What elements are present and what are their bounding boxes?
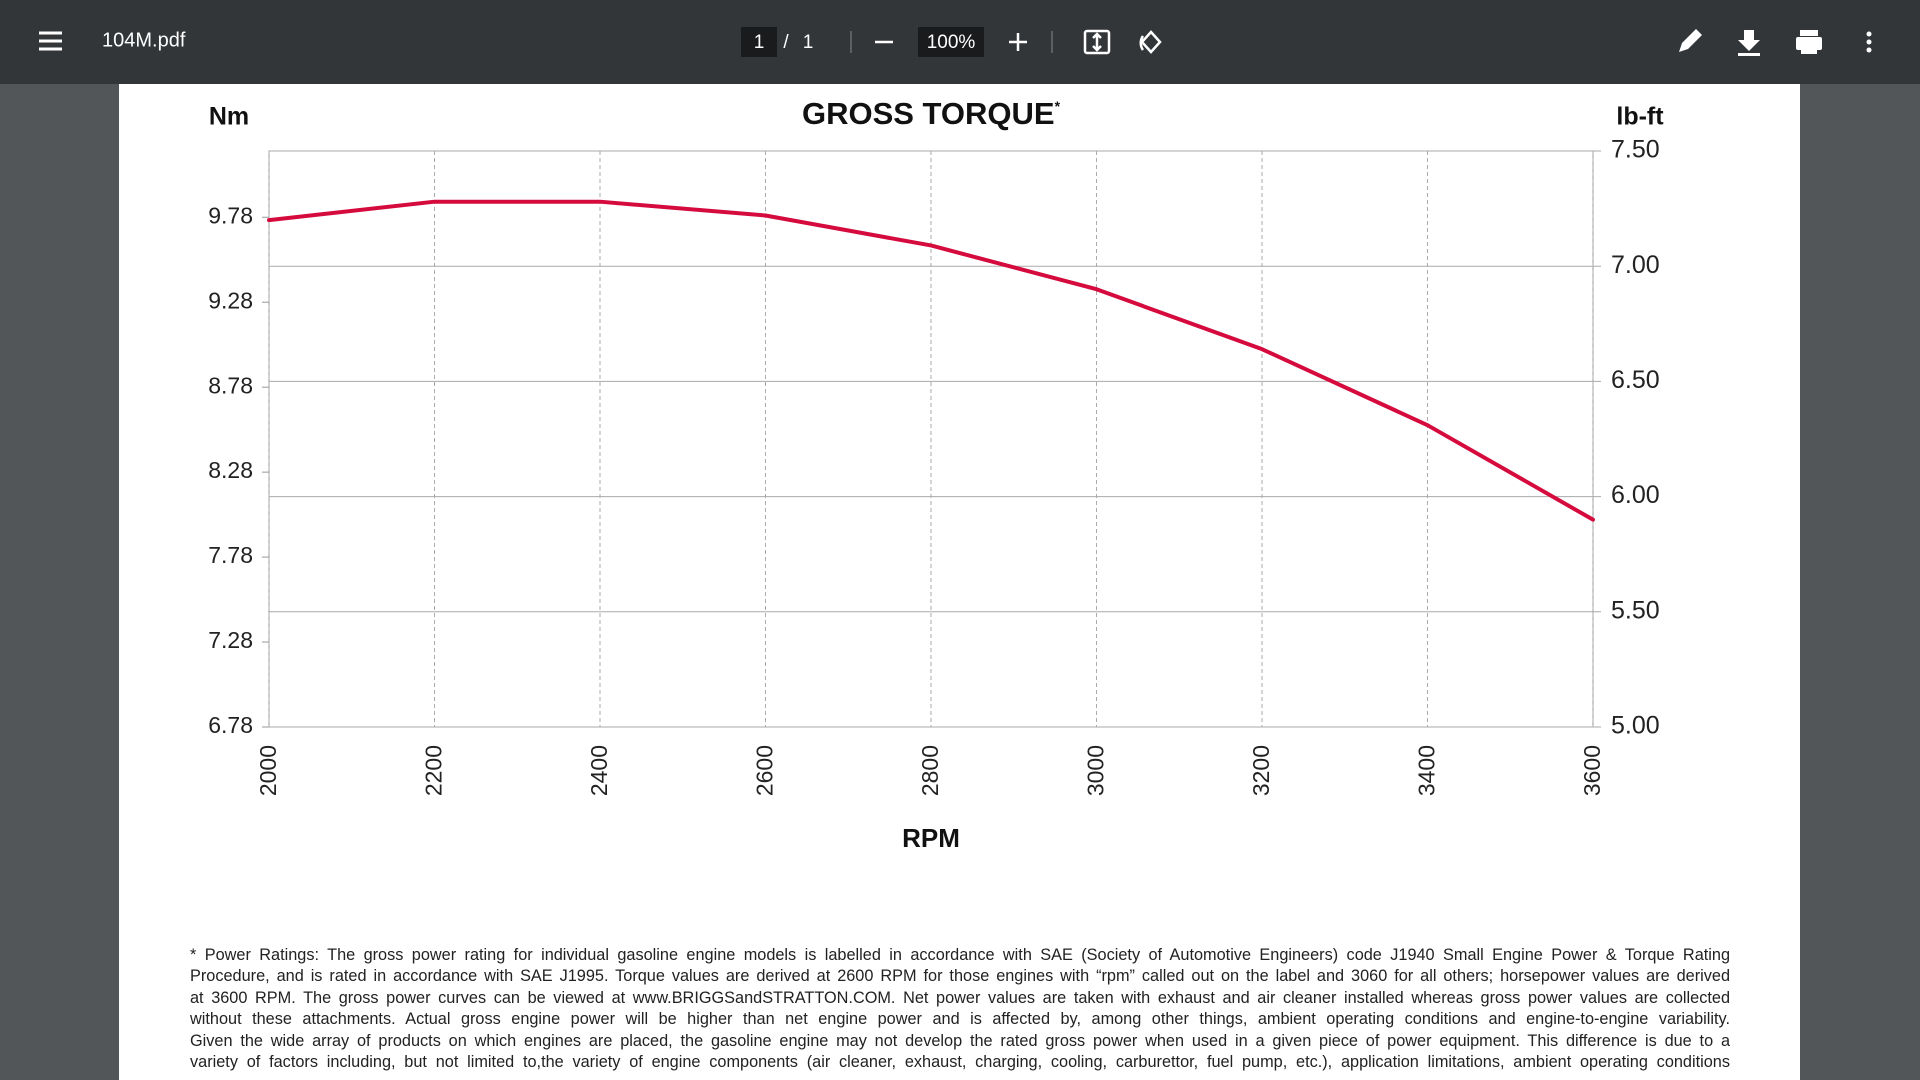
zoom-in[interactable] [1009,33,1027,51]
footnote-line: Procedure, and is rated in accordance wi… [190,967,1730,986]
y-axis-title: Nm [209,103,249,131]
page-separator: / [783,32,789,53]
x-tick-label: 2600 [752,745,778,796]
fit-page-button[interactable] [1083,29,1111,55]
y2-tick-label: 6.50 [1611,366,1660,394]
y-tick-label: 7.78 [208,542,253,568]
y2-tick-label: 6.00 [1611,481,1660,509]
menu-button[interactable] [39,31,62,51]
title-mark: * [1055,98,1061,114]
x-tick-label: 3400 [1414,745,1440,796]
y-tick-label: 6.78 [208,712,253,738]
x-tick-label: 2000 [255,745,281,796]
footnote-line: Given the wide array of products on whic… [190,1031,1730,1050]
file-name: 104M.pdf [102,29,186,51]
footnote-line: variety of factors including, but not li… [190,1053,1730,1072]
footnote-line: without these attachments. Actual gross … [190,1010,1730,1029]
page-current[interactable]: 1 [754,32,765,53]
torque-line [267,199,1595,522]
x-tick-label: 2200 [421,745,447,796]
y-tick-label: 7.28 [208,627,253,653]
more-button[interactable] [1866,31,1872,53]
zoom-level[interactable]: 100% [927,32,976,53]
y-tick-label: 9.28 [208,287,253,313]
print-button[interactable] [1796,30,1822,54]
chart-title-text: GROSS TORQUE [802,96,1055,131]
x-tick-label: 3000 [1083,745,1109,796]
rotate-button[interactable] [1139,30,1162,54]
annotate-button[interactable] [1679,29,1702,52]
y-tick-label: 8.28 [208,457,253,483]
footnote-line: * Power Ratings: The gross power rating … [190,946,1730,964]
y-tick-label: 8.78 [208,372,253,398]
zoom-input[interactable] [918,27,984,57]
y2-tick-label: 5.00 [1611,712,1660,740]
footnote: * Power Ratings: The gross power rating … [190,945,1730,1073]
chart-title: GROSS TORQUE* [802,96,1061,131]
y2-tick-label: 7.00 [1611,251,1660,279]
x-tick-label: 2400 [586,745,612,796]
footnote-line: at 3600 RPM. The gross power curves can … [190,988,1730,1007]
pdf-page [119,84,1800,1080]
download-button[interactable] [1738,30,1760,56]
page-total: 1 [803,32,814,53]
y-tick-label: 9.78 [208,202,253,228]
x-tick-label: 2800 [917,745,943,796]
page-input[interactable] [741,27,777,57]
y2-tick-label: 7.50 [1611,136,1660,164]
x-axis-title: RPM [902,823,960,853]
y2-axis-title: lb-ft [1616,103,1664,131]
x-tick-label: 3200 [1248,745,1274,796]
y2-tick-label: 5.50 [1611,596,1660,624]
x-tick-label: 3600 [1579,745,1605,796]
